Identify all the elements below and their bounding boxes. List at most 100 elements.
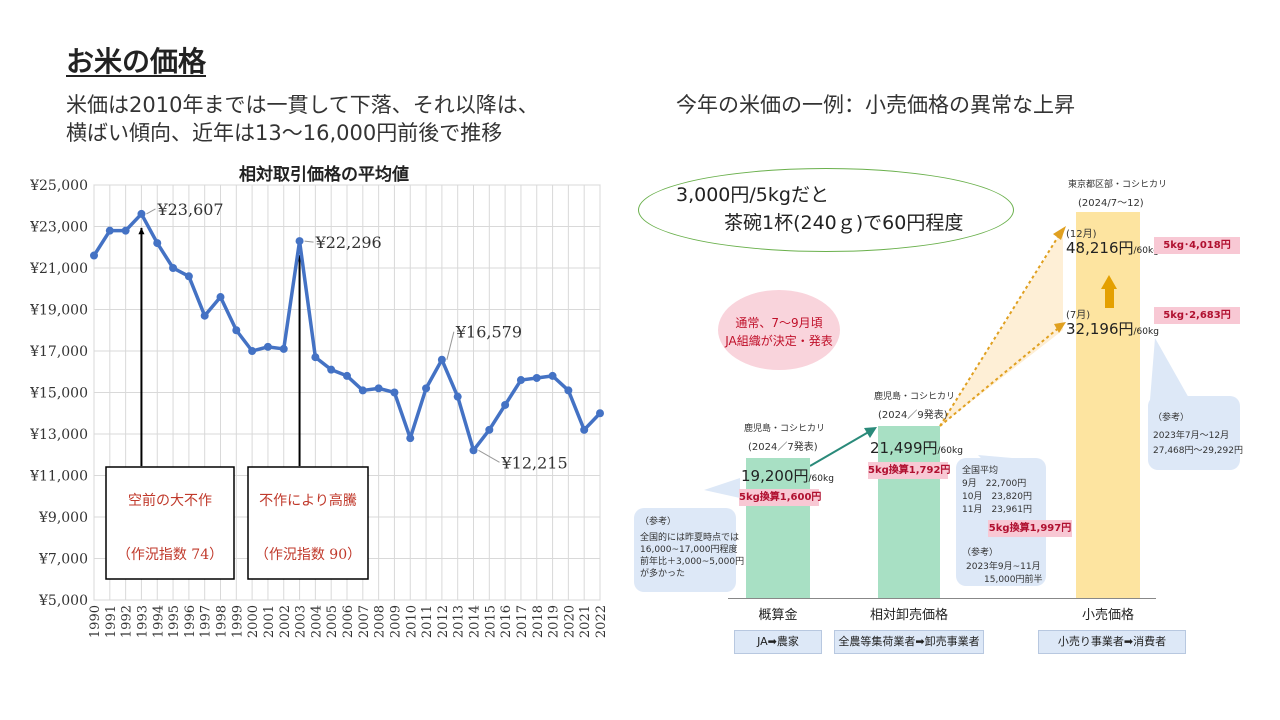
jul-5kg-badge: 5kg･2,683円	[1154, 307, 1240, 324]
callout-ellipse	[638, 168, 1014, 252]
data-point	[390, 388, 399, 397]
x-tick-label: 1990	[88, 605, 103, 638]
annotation-leader	[146, 208, 156, 215]
ref-left-title: （参考）	[640, 517, 677, 527]
y-tick-label: ¥11,000	[29, 469, 88, 485]
bar-kouri	[1076, 212, 1140, 598]
data-point	[406, 434, 415, 443]
ref-mid-5kg-badge: 5kg換算1,997円	[988, 520, 1072, 537]
y-tick-label: ¥17,000	[29, 344, 88, 360]
data-point	[311, 353, 320, 362]
green-arrow	[809, 429, 873, 467]
callout-line-1: 3,000円/5kgだと	[676, 184, 829, 206]
bar2-value: 21,499円/60kg	[870, 439, 963, 457]
x-tick-label: 2018	[531, 605, 546, 638]
y-tick-label: ¥9,000	[38, 510, 88, 526]
x-tick-label: 2017	[515, 605, 530, 638]
x-tick-label: 2011	[420, 605, 435, 638]
data-point	[121, 226, 130, 235]
x-tick-label: 2007	[357, 605, 372, 638]
bar2-5kg-badge: 5kg換算1,792円	[868, 462, 950, 479]
ja-note-line-1: 通常、7～9月頃	[735, 316, 823, 330]
x-tick-label: 1999	[230, 605, 245, 638]
note-box-1993-line-2: （作況指数 74）	[117, 547, 223, 563]
y-tick-label: ¥5,000	[38, 593, 88, 609]
ref-left-1: 全国的には昨夏時点では	[640, 533, 740, 543]
data-point	[343, 371, 351, 380]
x-tick-label: 2009	[388, 605, 403, 638]
data-point	[453, 392, 462, 401]
data-point	[279, 344, 288, 353]
x-tick-label: 2001	[262, 605, 277, 638]
x-tick-label: 2022	[594, 605, 609, 638]
bar1-5kg-badge: 5kg換算1,600円	[739, 489, 821, 506]
annotation-leader	[304, 240, 314, 243]
data-point	[327, 365, 336, 374]
ref-left-4: が多かった	[640, 569, 686, 579]
x-tick-label: 2003	[294, 605, 309, 638]
data-point	[485, 425, 494, 434]
bar-gaisankin	[746, 458, 810, 598]
ref-mid-6: 15,000円前半	[984, 575, 1043, 585]
ref-mid-4: （参考）	[962, 548, 999, 558]
data-point	[232, 326, 241, 335]
dec-label: (12月)	[1066, 229, 1097, 240]
x-tick-label: 2020	[562, 605, 577, 638]
y-tick-label: ¥25,000	[29, 178, 88, 194]
x-tick-label: 2012	[436, 605, 451, 638]
bubble-pointer-left	[704, 478, 740, 498]
data-point	[216, 293, 225, 302]
annotation-label: ¥22,296	[315, 233, 382, 252]
bar2-region: 鹿児島・コシヒカリ	[874, 392, 956, 402]
ref-left-3: 前年比＋3,000~5,000円	[640, 557, 745, 567]
y-tick-label: ¥19,000	[29, 303, 88, 319]
ref-right-2: 27,468円～29,292円	[1153, 446, 1243, 456]
x-tick-label: 2006	[341, 605, 356, 638]
annotation-label: ¥23,607	[156, 200, 223, 219]
bar1-value: 19,200円/60kg	[741, 467, 834, 485]
up-arrow-head	[1101, 275, 1117, 289]
data-point	[169, 264, 178, 272]
up-arrow-shaft	[1105, 288, 1114, 308]
note-box-2003-line-1: 不作により高騰	[259, 492, 357, 509]
flow-box-3: 小売り事業者➡消費者	[1038, 630, 1186, 654]
ref-right-1: 2023年7月～12月	[1153, 431, 1230, 441]
chart-title: 相対取引価格の平均値	[239, 165, 409, 185]
ref-bubble-right	[1148, 396, 1240, 470]
flow-box-2: 全農等集荷業者➡卸売事業者	[834, 630, 984, 654]
y-tick-label: ¥15,000	[29, 386, 88, 402]
data-point	[501, 400, 510, 409]
ref-mid-3: 11月 23,961円	[962, 505, 1032, 515]
right-heading: 今年の米価の一例：小売価格の異常な上昇	[676, 93, 1075, 117]
bar-oroshiuri	[878, 426, 940, 598]
x-tick-label: 1995	[167, 605, 182, 638]
annotation-label: ¥16,579	[455, 323, 522, 342]
x-tick-label: 2014	[468, 605, 483, 638]
annotation-arrow-1993-head	[138, 227, 145, 235]
x-tick-label: 2005	[325, 605, 340, 638]
dec-value: 48,216円/60kg	[1066, 239, 1159, 257]
x-tick-label: 2008	[373, 605, 388, 638]
jul-value: 32,196円/60kg	[1066, 320, 1159, 338]
data-point	[564, 386, 573, 395]
subtitle-line-2: 横ばい傾向、近年は13～16,000円前後で推移	[66, 121, 503, 145]
x-tick-label: 2010	[404, 605, 419, 638]
ja-note-line-2: JA組織が決定・発表	[725, 334, 833, 348]
x-tick-label: 1993	[135, 605, 150, 638]
slide-title: お米の価格	[66, 45, 207, 78]
jul-label: (7月)	[1066, 310, 1091, 321]
line-chart: ¥5,000 ¥7,000 ¥9,000 ¥11,000 ¥13,000 ¥15,000 ¥…	[29, 178, 609, 638]
dotted-arrow-upper	[939, 231, 1062, 427]
x-tick-label: 2002	[278, 605, 293, 638]
data-point	[437, 355, 446, 364]
bar1-date: (2024／7発表)	[748, 442, 818, 453]
flow-box-1: JA➡農家	[734, 630, 822, 654]
ref-mid-1: 9月 22,700円	[962, 479, 1027, 489]
bar2-date: (2024／9発表)	[878, 410, 948, 421]
data-point	[596, 409, 604, 418]
ja-note-circle	[718, 290, 840, 370]
x-tick-label: 2004	[309, 605, 324, 638]
dotted-arrow-lower-head	[1054, 322, 1066, 333]
data-point	[137, 209, 146, 218]
